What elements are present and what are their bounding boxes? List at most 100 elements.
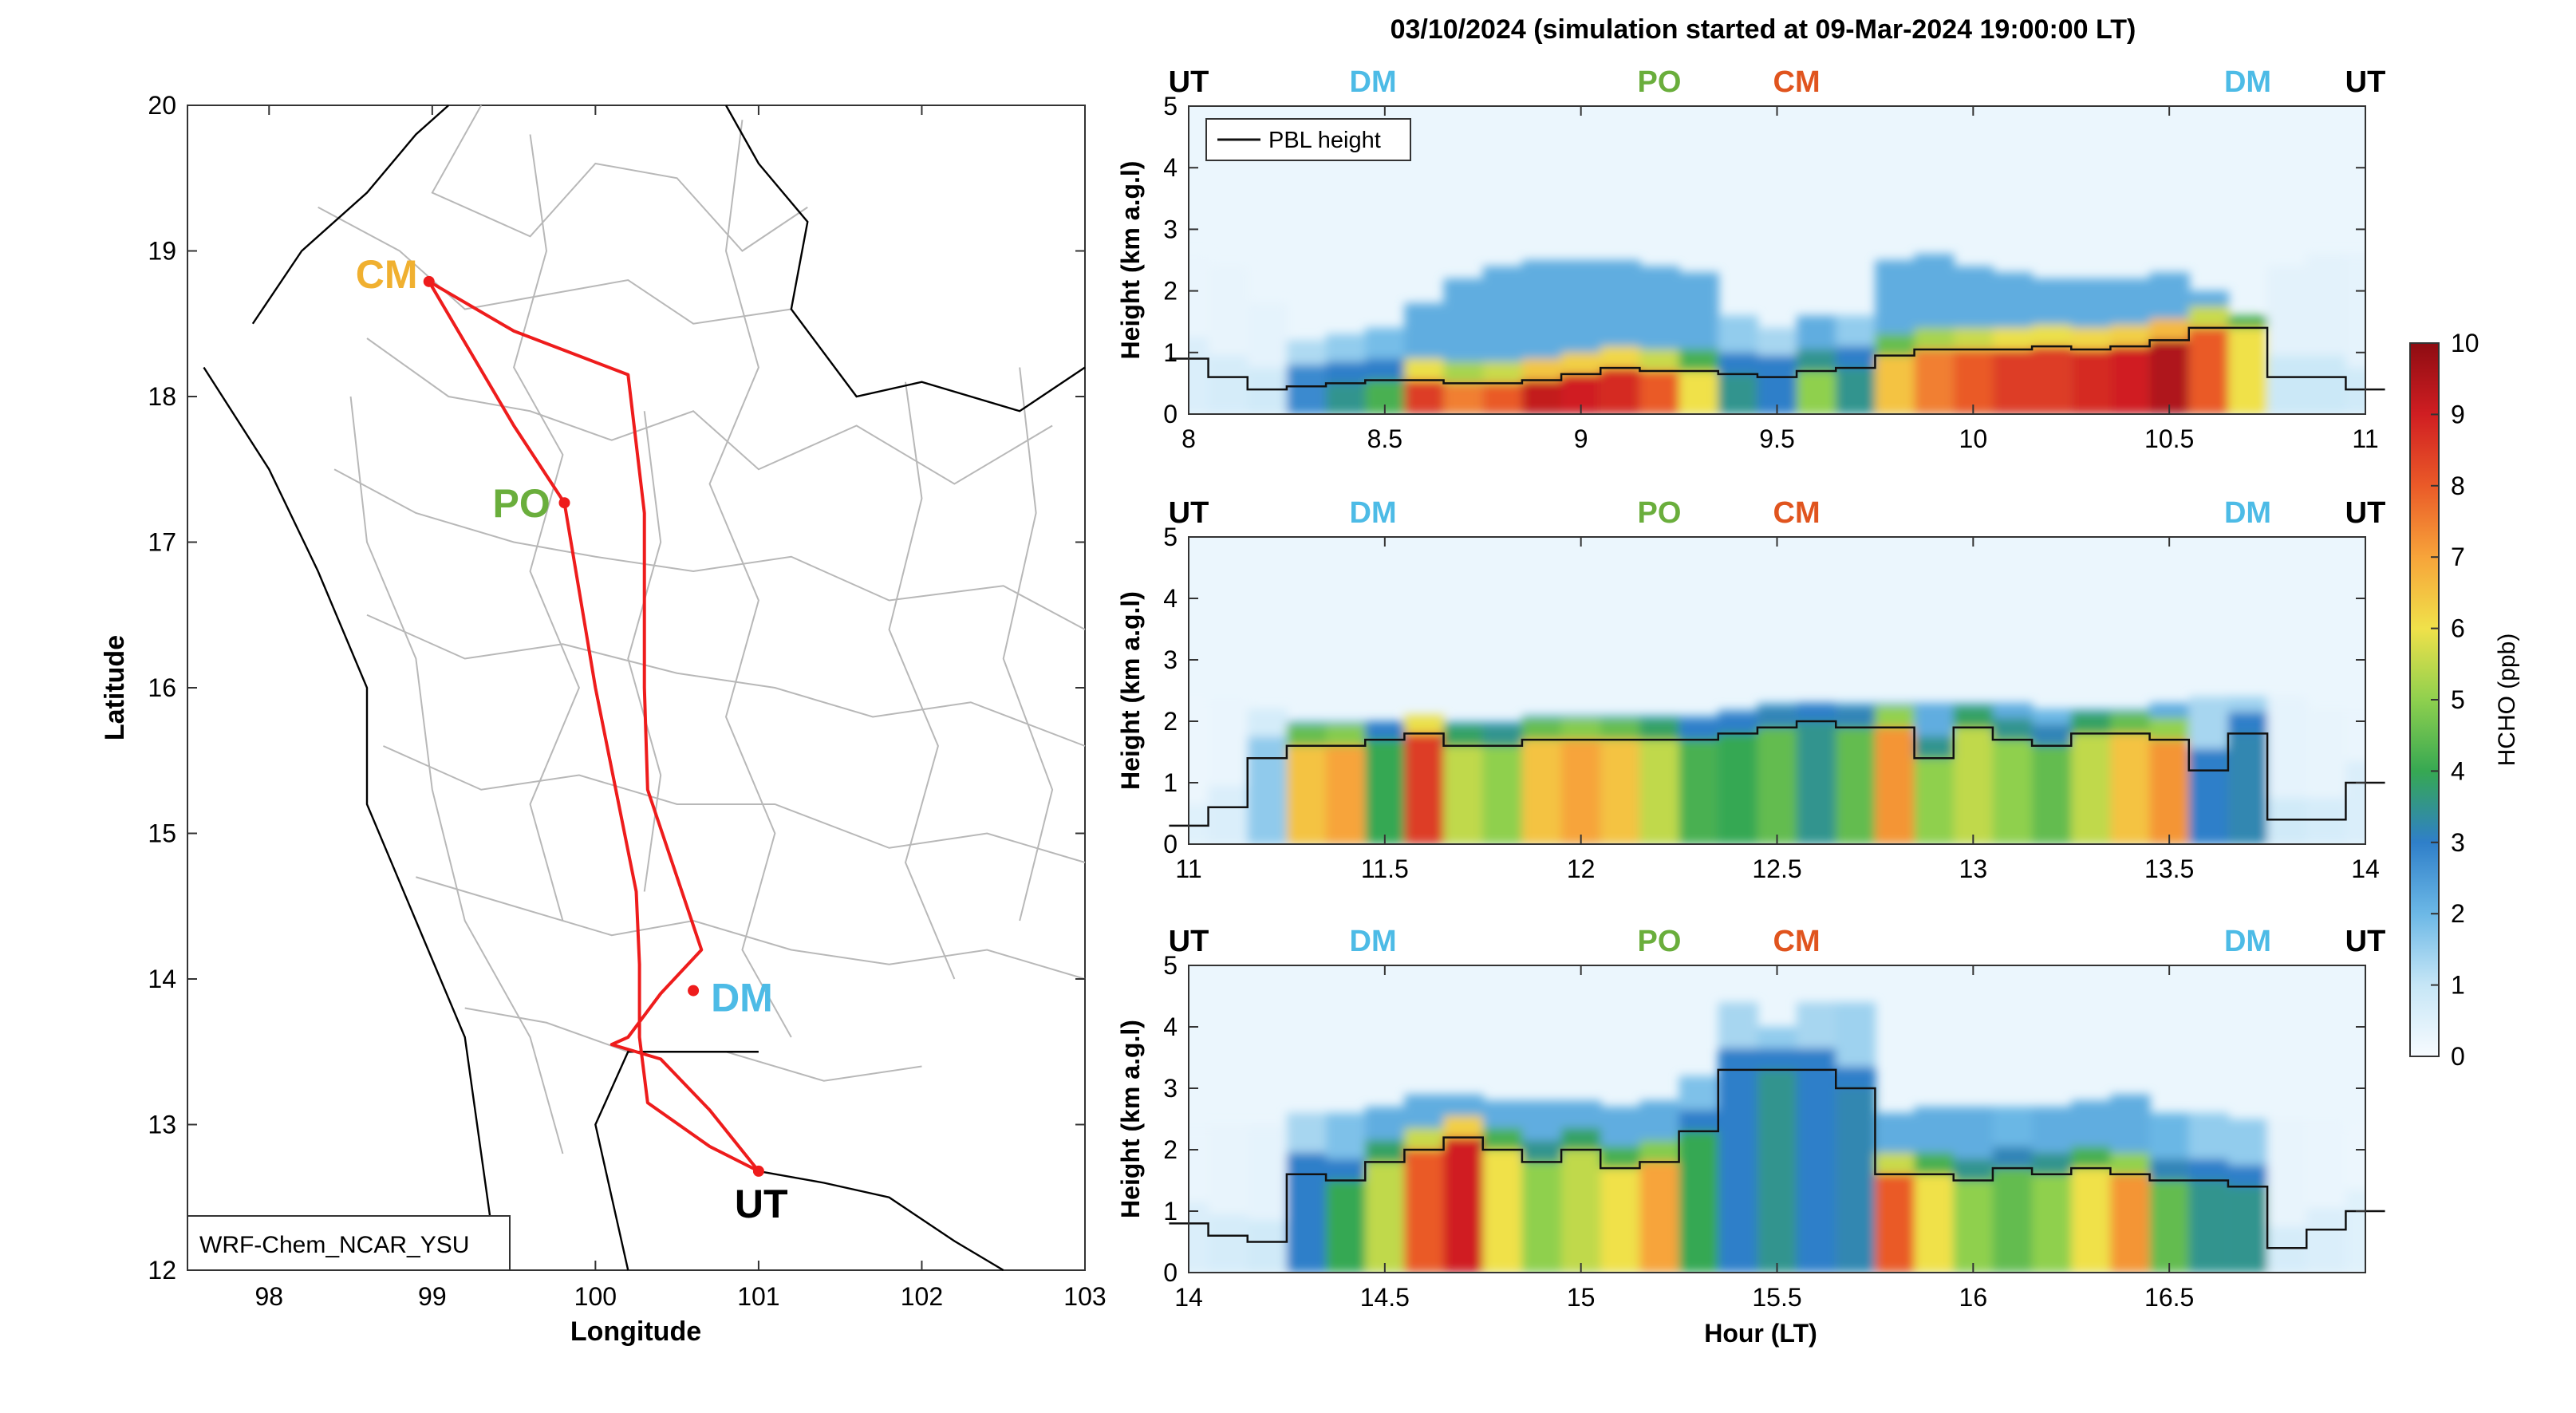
hcho-core-column <box>2227 1186 2269 1273</box>
panel-y-axis-label: Height (km a.g.l) <box>1116 161 1145 360</box>
hcho-core-column <box>1208 377 1249 414</box>
panel-y-tick-label: 5 <box>1163 92 1178 120</box>
site-label-po: PO <box>493 481 550 526</box>
hcho-core-column <box>1718 373 1758 414</box>
hcho-core-column <box>1482 745 1523 844</box>
map-panel: CM PO DM UT 98 99 100 101 102 103 12 13 14 15 16 17 18… <box>100 91 1107 1347</box>
hcho-core-column <box>1247 758 1288 844</box>
hcho-core-column <box>2227 327 2269 414</box>
hcho-core-column <box>2110 1174 2151 1273</box>
colorbar-tick-label: 3 <box>2451 828 2465 857</box>
hcho-core-column <box>1639 740 1680 844</box>
colorbar-tick-label: 10 <box>2451 329 2479 357</box>
hcho-core-column <box>1639 370 1680 414</box>
panel-x-tick-label: 16 <box>1959 1283 1988 1312</box>
panel-x-tick-label: 8.5 <box>1367 424 1402 453</box>
panel-y-tick-label: 5 <box>1163 523 1178 551</box>
hcho-core-column <box>2110 346 2151 414</box>
panel-x-tick-label: 9 <box>1574 424 1588 453</box>
hcho-core-column <box>2306 819 2347 844</box>
colorbar-label: HCHO (ppb) <box>2494 633 2520 767</box>
hcho-core-column <box>2345 1211 2365 1273</box>
country-border-line <box>724 105 1086 412</box>
hcho-core-column <box>1953 727 1994 844</box>
colorbar-tick-label: 8 <box>2451 472 2465 500</box>
site-marker-cm <box>423 275 435 287</box>
map-y-tick-label: 17 <box>148 528 176 557</box>
panel-y-tick-label: 3 <box>1163 215 1178 243</box>
colorbar-tick-label: 2 <box>2451 899 2465 928</box>
hcho-core-column <box>1757 1069 1798 1273</box>
country-border-line <box>203 366 499 1271</box>
panel-y-tick-label: 1 <box>1163 338 1178 367</box>
map-y-tick-label: 14 <box>148 965 176 993</box>
hcho-core-column <box>1189 1223 1209 1273</box>
panel-site-label-dm: DM <box>1350 65 1397 99</box>
hcho-core-column <box>1600 1168 1641 1273</box>
site-label-ut: UT <box>735 1182 788 1226</box>
hcho-core-column <box>2149 340 2190 414</box>
hcho-core-column <box>1521 740 1563 844</box>
panel-site-label-po: PO <box>1638 925 1682 958</box>
colorbar-tick-label: 6 <box>2451 614 2465 643</box>
hcho-core-column <box>1836 727 1876 844</box>
hcho-core-column <box>1718 1069 1758 1273</box>
map-y-tick-label: 20 <box>148 91 176 120</box>
panel-x-tick-label: 12.5 <box>1752 855 1801 883</box>
hcho-core-column <box>2267 377 2308 414</box>
site-label-dm: DM <box>711 976 773 1020</box>
province-border-line <box>1002 367 1054 922</box>
flight-track <box>427 279 760 1173</box>
hcho-core-column <box>1404 380 1445 414</box>
hcho-core-column <box>1561 1150 1602 1273</box>
site-marker-po <box>558 497 570 509</box>
hcho-core-column <box>1679 740 1719 844</box>
hcho-core-column <box>2110 733 2151 844</box>
legend-label: PBL height <box>1268 128 1381 153</box>
hcho-core-column <box>2071 349 2112 414</box>
hcho-core-column <box>1953 349 1994 414</box>
hcho-core-column <box>1875 355 1915 414</box>
hcho-core-column <box>1443 745 1484 844</box>
model-label-box <box>187 1215 511 1271</box>
country-border-line <box>251 105 450 325</box>
panel-y-tick-label: 2 <box>1163 277 1178 306</box>
panel-site-label-ut: UT <box>1169 496 1209 530</box>
hcho-core-column <box>1247 389 1288 414</box>
hcho-core-column <box>2345 389 2365 414</box>
hcho-core-column <box>2071 733 2112 844</box>
hcho-core-column <box>1189 825 1209 844</box>
curtain-panel-1: 8 8.5 9 9.5 10 10.5 11 0 1 2 3 4 5 Height (km a.g.l) U… <box>1116 65 2385 453</box>
map-y-tick-label: 15 <box>148 819 176 848</box>
colorbar-tick-label: 9 <box>2451 400 2465 428</box>
hcho-core-column <box>2345 783 2365 844</box>
hcho-core-column <box>1561 740 1602 844</box>
legend-box <box>1205 118 1411 161</box>
hcho-core-column <box>1482 1150 1523 1273</box>
hcho-core-column <box>1247 1241 1288 1273</box>
colorbar-tick-label: 5 <box>2451 685 2465 714</box>
hcho-core-column <box>1521 1162 1563 1273</box>
panel-y-tick-label: 1 <box>1163 768 1178 797</box>
panel-y-axis-label: Height (km a.g.l) <box>1116 591 1145 790</box>
panel-site-label-ut: UT <box>1169 65 1209 99</box>
flight-track-line <box>427 279 760 1173</box>
panel-site-label-cm: CM <box>1773 65 1821 99</box>
pbl-height-line <box>1169 326 2385 391</box>
site-label-cm: CM <box>356 252 418 297</box>
map-y-tick-label: 12 <box>148 1256 176 1285</box>
hcho-core-column <box>1365 740 1406 844</box>
panel-x-tick-label: 11 <box>2352 424 2378 453</box>
hcho-field <box>1189 965 2365 1273</box>
hcho-core-column <box>1679 370 1719 414</box>
hcho-core-column <box>1443 383 1484 414</box>
panel-y-tick-label: 2 <box>1163 707 1178 736</box>
hcho-core-column <box>2306 1229 2347 1273</box>
panel-y-tick-label: 3 <box>1163 1074 1178 1103</box>
hcho-core-column <box>2032 1174 2073 1273</box>
hcho-core-column <box>1953 1180 1994 1273</box>
map-y-axis-label: Latitude <box>100 635 130 740</box>
hcho-columns <box>1189 1002 2365 1273</box>
hcho-core-column <box>1992 740 2034 844</box>
